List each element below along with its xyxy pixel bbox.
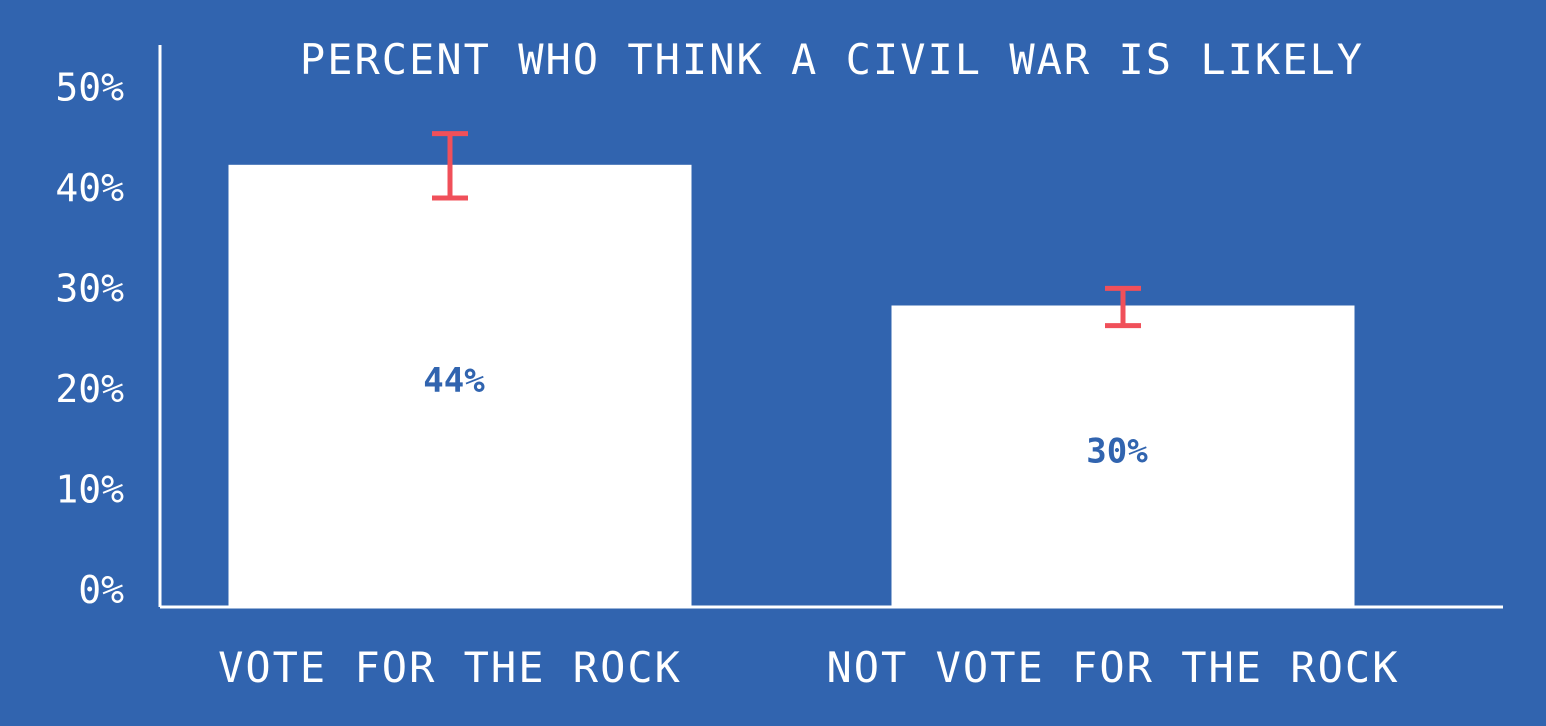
error-bar: [432, 131, 468, 201]
y-tick-label: 0%: [78, 568, 124, 612]
x-category-label: VOTE FOR THE ROCK: [218, 643, 682, 692]
y-tick-label: 10%: [55, 468, 124, 512]
y-tick-label: 20%: [55, 367, 124, 411]
x-category-label: NOT VOTE FOR THE ROCK: [826, 643, 1399, 692]
y-tick-label: 30%: [55, 267, 124, 311]
y-tick-label: 50%: [55, 66, 124, 110]
y-tick-label: 40%: [55, 166, 124, 210]
chart-title: PERCENT WHO THINK A CIVIL WAR IS LIKELY: [300, 35, 1364, 84]
bar: [228, 164, 692, 608]
error-bar: [1105, 285, 1141, 329]
bar: [891, 305, 1355, 607]
data-label: 30%: [1086, 431, 1148, 471]
data-label: 44%: [423, 361, 485, 401]
